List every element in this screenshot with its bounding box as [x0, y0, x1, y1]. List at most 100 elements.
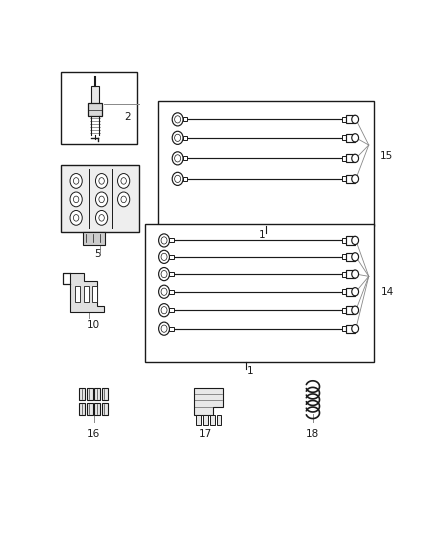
- Bar: [346, 236, 355, 245]
- Circle shape: [117, 174, 130, 188]
- Circle shape: [175, 155, 180, 162]
- Bar: [61, 72, 137, 144]
- Bar: [346, 115, 355, 124]
- Circle shape: [159, 304, 170, 317]
- Text: 1: 1: [247, 366, 253, 376]
- Bar: [88, 103, 102, 116]
- Circle shape: [352, 253, 359, 261]
- Text: 17: 17: [199, 429, 212, 439]
- Bar: [183, 117, 187, 122]
- Bar: [170, 255, 173, 259]
- Bar: [92, 286, 97, 302]
- Circle shape: [99, 196, 104, 203]
- Bar: [75, 286, 80, 302]
- Bar: [87, 388, 93, 400]
- Circle shape: [175, 116, 180, 123]
- Bar: [83, 232, 105, 245]
- Text: 14: 14: [381, 287, 394, 297]
- Bar: [346, 288, 355, 296]
- Circle shape: [161, 325, 167, 332]
- Text: 5: 5: [94, 249, 100, 260]
- Bar: [61, 165, 139, 232]
- Circle shape: [352, 270, 359, 278]
- Circle shape: [352, 288, 359, 296]
- Circle shape: [172, 131, 183, 144]
- Circle shape: [70, 174, 82, 188]
- Text: 15: 15: [380, 151, 393, 161]
- Circle shape: [121, 177, 127, 184]
- Bar: [79, 388, 85, 400]
- Circle shape: [74, 215, 79, 221]
- Bar: [342, 326, 346, 331]
- Circle shape: [175, 175, 180, 182]
- Circle shape: [159, 234, 170, 247]
- Circle shape: [161, 288, 167, 295]
- Circle shape: [175, 134, 180, 141]
- Circle shape: [161, 306, 167, 314]
- Bar: [210, 415, 215, 425]
- Bar: [170, 238, 173, 243]
- Circle shape: [159, 268, 170, 281]
- Polygon shape: [194, 388, 223, 415]
- Circle shape: [159, 322, 170, 335]
- Bar: [79, 402, 85, 415]
- Bar: [170, 327, 173, 330]
- Bar: [342, 135, 346, 140]
- Bar: [170, 289, 173, 294]
- Bar: [170, 272, 173, 276]
- Circle shape: [352, 154, 359, 163]
- Circle shape: [161, 270, 167, 278]
- Bar: [342, 176, 346, 181]
- Bar: [102, 388, 108, 400]
- Circle shape: [121, 196, 127, 203]
- Circle shape: [352, 115, 359, 124]
- Circle shape: [159, 251, 170, 263]
- Bar: [346, 270, 355, 278]
- Bar: [217, 415, 222, 425]
- Bar: [346, 175, 355, 183]
- Bar: [342, 117, 346, 122]
- Text: 2: 2: [124, 112, 131, 122]
- Circle shape: [70, 211, 82, 225]
- Circle shape: [117, 192, 130, 207]
- Circle shape: [352, 325, 359, 333]
- Circle shape: [172, 152, 183, 165]
- Bar: [346, 325, 355, 333]
- Bar: [342, 156, 346, 161]
- Circle shape: [161, 237, 167, 244]
- Bar: [87, 402, 93, 415]
- Bar: [158, 101, 374, 226]
- Bar: [346, 253, 355, 261]
- Bar: [183, 177, 187, 181]
- Circle shape: [172, 113, 183, 126]
- Circle shape: [95, 174, 108, 188]
- Bar: [84, 286, 88, 302]
- Circle shape: [99, 177, 104, 184]
- Bar: [346, 154, 355, 163]
- Circle shape: [352, 134, 359, 142]
- Circle shape: [161, 253, 167, 261]
- Text: 18: 18: [306, 429, 319, 439]
- Bar: [342, 238, 346, 243]
- Bar: [346, 306, 355, 314]
- Bar: [183, 136, 187, 140]
- Bar: [342, 254, 346, 260]
- Text: 10: 10: [87, 320, 100, 330]
- Circle shape: [74, 196, 79, 203]
- Bar: [342, 272, 346, 277]
- Bar: [94, 402, 100, 415]
- Bar: [346, 134, 355, 142]
- Text: 1: 1: [258, 230, 265, 240]
- Bar: [94, 388, 100, 400]
- Circle shape: [352, 175, 359, 183]
- Polygon shape: [70, 273, 104, 312]
- Bar: [91, 85, 99, 104]
- Bar: [145, 224, 374, 361]
- Circle shape: [352, 236, 359, 245]
- Circle shape: [95, 192, 108, 207]
- Circle shape: [70, 192, 82, 207]
- Circle shape: [159, 285, 170, 298]
- Circle shape: [352, 306, 359, 314]
- Circle shape: [99, 215, 104, 221]
- Bar: [102, 402, 108, 415]
